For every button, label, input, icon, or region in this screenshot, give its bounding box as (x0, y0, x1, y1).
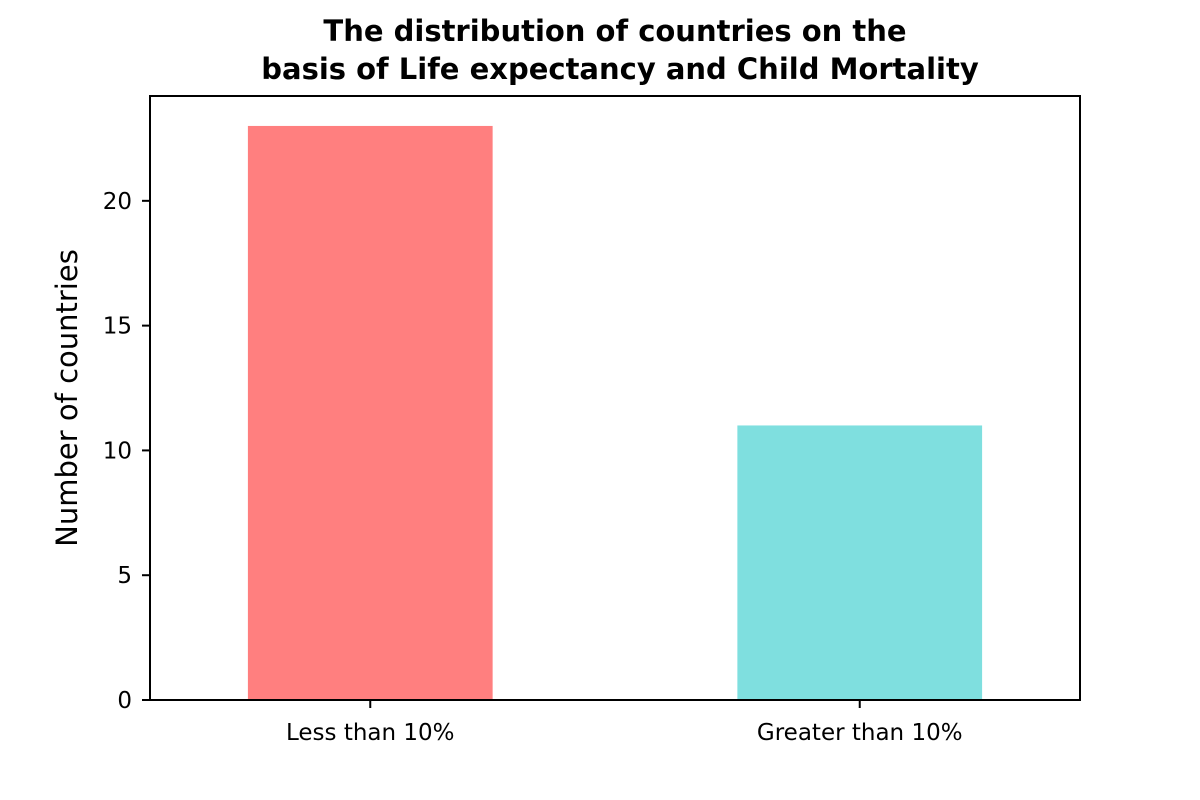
plot-frame (149, 95, 1081, 701)
y-tick-label: 15 (103, 314, 132, 340)
y-tick-label: 10 (103, 438, 132, 464)
bar-greater-than-10 (737, 425, 983, 700)
bars-layer (247, 125, 983, 700)
x-tick-label: Greater than 10% (757, 720, 963, 746)
y-tick-label: 5 (117, 563, 132, 589)
x-tick-label: Less than 10% (286, 720, 455, 746)
bar-less-than-10 (247, 125, 493, 700)
y-axis-label: Number of countries (50, 249, 84, 547)
y-axis: 0 5 10 15 20 (103, 189, 150, 714)
y-tick-label: 20 (103, 189, 132, 215)
chart-title-line-1: The distribution of countries on the (323, 14, 906, 48)
chart-title-line-2: basis of Life expectancy and Child Morta… (261, 52, 979, 86)
y-tick-label: 0 (117, 688, 132, 714)
x-axis: Less than 10% Greater than 10% (286, 700, 963, 746)
